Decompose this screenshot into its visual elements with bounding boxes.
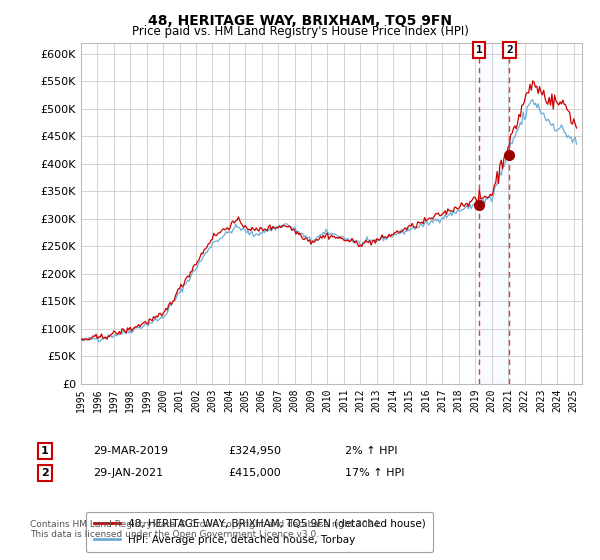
Text: £415,000: £415,000 <box>228 468 281 478</box>
Text: 29-JAN-2021: 29-JAN-2021 <box>93 468 163 478</box>
Text: 1: 1 <box>476 45 483 55</box>
Text: 2% ↑ HPI: 2% ↑ HPI <box>345 446 398 456</box>
Text: £324,950: £324,950 <box>228 446 281 456</box>
Text: Contains HM Land Registry data © Crown copyright and database right 2024.
This d: Contains HM Land Registry data © Crown c… <box>30 520 382 539</box>
Text: 1: 1 <box>41 446 49 456</box>
Legend: 48, HERITAGE WAY, BRIXHAM, TQ5 9FN (detached house), HPI: Average price, detache: 48, HERITAGE WAY, BRIXHAM, TQ5 9FN (deta… <box>86 512 433 552</box>
Text: Price paid vs. HM Land Registry's House Price Index (HPI): Price paid vs. HM Land Registry's House … <box>131 25 469 38</box>
Text: 48, HERITAGE WAY, BRIXHAM, TQ5 9FN: 48, HERITAGE WAY, BRIXHAM, TQ5 9FN <box>148 14 452 28</box>
Bar <box>479 43 509 384</box>
Text: 17% ↑ HPI: 17% ↑ HPI <box>345 468 404 478</box>
Text: 2: 2 <box>41 468 49 478</box>
Text: 29-MAR-2019: 29-MAR-2019 <box>93 446 168 456</box>
Text: 2: 2 <box>506 45 513 55</box>
